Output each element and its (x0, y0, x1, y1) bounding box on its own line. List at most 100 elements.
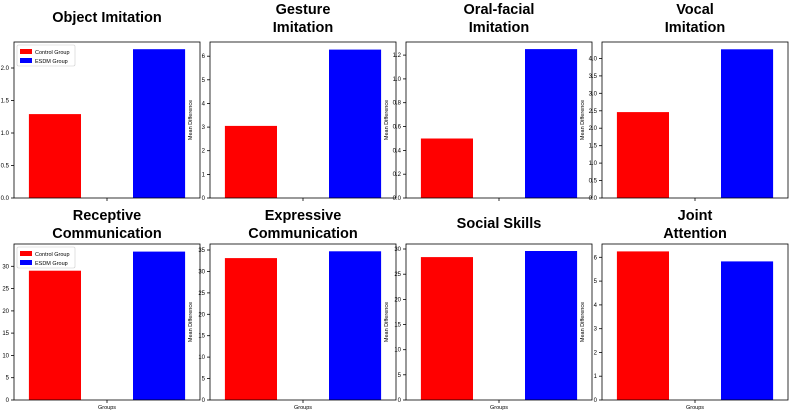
y-tick-label: 2.0 (589, 126, 598, 132)
bar-control (420, 257, 473, 400)
chart-title: Attention (663, 226, 727, 242)
legend-label: ESDM Group (35, 261, 68, 267)
y-tick-label: 25 (394, 272, 401, 278)
bar-esdm (721, 261, 774, 400)
y-tick-label: 10 (198, 355, 205, 361)
y-axis-label: Mean Difference (188, 302, 194, 342)
y-tick-label: 30 (394, 247, 401, 253)
y-tick-label: 0.5 (589, 179, 598, 185)
y-tick-label: 0.2 (393, 172, 402, 178)
y-tick-label: 1.2 (393, 53, 402, 59)
chart-panel-2: 0 1 2 3 4 5 6 Mean Difference Gesture Imitation (188, 2, 397, 202)
y-tick-label: 30 (2, 264, 9, 270)
y-tick-label: 4 (594, 303, 598, 309)
y-axis-label: Mean Difference (384, 302, 390, 342)
chart-title: Vocal (676, 2, 714, 18)
chart-panel-7: 0 5 10 15 20 25 30 Mean Difference Groups Social … (384, 216, 593, 411)
bar-control (224, 258, 277, 400)
x-axis-label: Groups (294, 405, 312, 411)
chart-title: Object Imitation (52, 10, 162, 26)
y-tick-label: 2 (202, 149, 206, 155)
y-tick-label: 1.0 (393, 77, 402, 83)
y-tick-label: 1.5 (589, 144, 598, 150)
y-tick-label: 5 (202, 78, 206, 84)
y-tick-label: 3.0 (589, 91, 598, 97)
y-tick-label: 0.8 (393, 101, 402, 107)
y-tick-label: 1.0 (1, 131, 10, 137)
y-tick-label: 0.0 (1, 196, 10, 202)
bar-esdm (133, 251, 186, 400)
chart-title: Imitation (665, 20, 725, 36)
y-tick-label: 0.4 (393, 148, 402, 154)
y-tick-label: 2.5 (589, 109, 598, 115)
y-tick-label: 10 (394, 348, 401, 354)
y-tick-label: 3 (202, 125, 206, 131)
y-tick-label: 4.0 (589, 56, 598, 62)
legend: Control Group ESDM Group (16, 44, 76, 67)
y-tick-label: 5 (6, 376, 10, 382)
bar-control (28, 114, 81, 198)
chart-title: Expressive (265, 208, 342, 224)
y-axis-label: Mean Difference (188, 100, 194, 140)
chart-panel-3: 0.0 0.2 0.4 0.6 0.8 1.0 1.2 Mean Difference Oral… (384, 2, 593, 202)
bar-esdm (133, 49, 186, 199)
y-tick-label: 20 (394, 297, 401, 303)
chart-title: Communication (248, 226, 358, 242)
y-tick-label: 20 (2, 309, 9, 315)
legend-swatch-esdm (20, 260, 32, 265)
bar-esdm (329, 49, 382, 198)
legend-label: ESDM Group (35, 59, 68, 65)
bar-esdm (329, 251, 382, 400)
chart-panel-5: 0 5 10 15 20 25 30 Mean Difference Groups Recepti… (2, 208, 201, 411)
y-tick-label: 0 (202, 398, 206, 404)
y-tick-label: 0.0 (589, 196, 598, 202)
bar-esdm (525, 49, 578, 198)
y-axis-label: Mean Difference (580, 100, 586, 140)
y-tick-label: 3.5 (589, 74, 598, 80)
legend-swatch-control (20, 251, 32, 256)
y-tick-label: 20 (198, 312, 205, 318)
legend: Control Group ESDM Group (16, 246, 76, 269)
chart-title: Receptive (73, 208, 142, 224)
bar-control (420, 138, 473, 198)
chart-title: Gesture (276, 2, 331, 18)
y-tick-label: 15 (394, 323, 401, 329)
y-tick-label: 5 (398, 373, 402, 379)
y-axis-label: Mean Difference (580, 302, 586, 342)
chart-title: Oral-facial (464, 2, 535, 18)
bar-control (28, 270, 81, 400)
y-tick-label: 0 (594, 398, 598, 404)
chart-panel-1: 0.0 0.5 1.0 1.5 2.0 Mean Difference Object Imi… (1, 10, 201, 202)
legend-label: Control Group (35, 50, 70, 56)
y-tick-label: 25 (198, 291, 205, 297)
y-tick-label: 0 (6, 398, 10, 404)
y-tick-label: 5 (594, 279, 598, 285)
y-tick-label: 0.0 (393, 196, 402, 202)
y-tick-label: 1.0 (589, 161, 598, 167)
bar-control (224, 125, 277, 198)
y-tick-label: 2.0 (1, 66, 10, 72)
chart-title: Communication (52, 226, 162, 242)
y-tick-label: 1 (594, 374, 598, 380)
legend-label: Control Group (35, 252, 70, 258)
y-tick-label: 0 (202, 196, 206, 202)
y-tick-label: 0.6 (393, 125, 402, 131)
chart-title: Joint (678, 208, 713, 224)
bar-control (616, 251, 669, 400)
y-tick-label: 25 (2, 287, 9, 293)
bar-control (616, 112, 669, 198)
chart-panel-6: 0 5 10 15 20 25 30 35 Mean Difference Groups Expre… (188, 208, 397, 411)
y-tick-label: 15 (2, 331, 9, 337)
legend-swatch-control (20, 49, 32, 54)
y-tick-label: 6 (594, 255, 598, 261)
y-tick-label: 3 (594, 327, 598, 333)
y-tick-label: 15 (198, 334, 205, 340)
x-axis-label: Groups (98, 405, 116, 411)
legend-swatch-esdm (20, 58, 32, 63)
chart-panel-4: 0.0 0.5 1.0 1.5 2.0 2.5 3.0 3.5 4.0 Mean Differen… (580, 2, 789, 202)
y-tick-label: 2 (594, 350, 598, 356)
y-axis-label: Mean Difference (384, 100, 390, 140)
y-tick-label: 1 (202, 172, 206, 178)
y-tick-label: 0.5 (1, 164, 10, 170)
